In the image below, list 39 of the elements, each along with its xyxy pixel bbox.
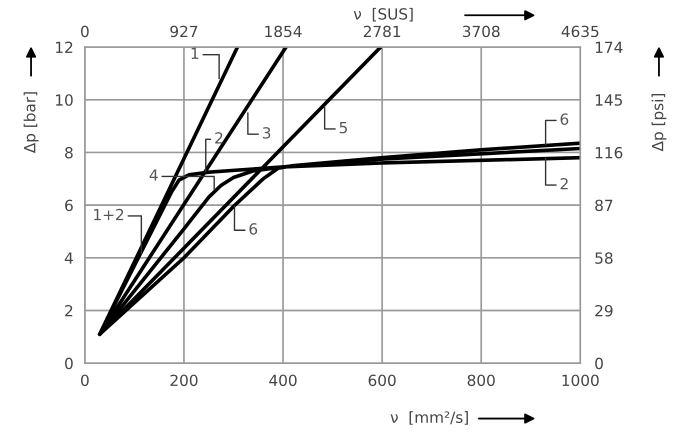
annotation: 1+2 [94,208,124,220]
y2-tick-label: 0 [595,358,603,370]
x-tick-label: 0 [81,374,89,386]
annotation: 3 [262,127,270,139]
annotation: 2 [560,178,568,190]
annotation: 6 [560,113,568,125]
x-axis-title: ν [mm²/s] [390,411,468,425]
y-axis-title: Δp [bar] [24,92,38,154]
x2-tick-label: 4635 [562,26,598,38]
annotation: 1 [192,48,198,59]
y2-tick-label: 174 [596,42,622,53]
x2-tick-label: 1854 [265,26,302,38]
y-tick-label: 2 [65,304,72,316]
x2-tick-label: 927 [170,26,198,38]
y2-tick-label: 58 [595,252,613,264]
y2-axis-title: Δp [psi] [652,94,666,152]
x2-tick-label: 0 [81,26,89,38]
x-tick-label: 600 [368,374,396,386]
y2-tick-label: 87 [595,200,612,212]
x-tick-label: 1000 [562,374,599,386]
annotation: 6 [249,223,258,235]
x-tick-label: 800 [468,374,495,386]
y2-tick-label: 145 [596,94,622,106]
x2-axis-title: ν [SUS] [354,8,413,22]
x-tick-label: 200 [170,374,198,386]
y-tick-label: 4 [64,252,73,264]
x2-tick-label: 3708 [462,26,500,38]
y2-tick-label: 29 [595,304,613,317]
annotation: 5 [340,122,347,134]
y-tick-label: 10 [56,94,73,106]
annotation: 4 [150,169,158,181]
annotation: 2 [215,132,222,144]
y-tick-label: 6 [65,200,73,212]
y-tick-label: 12 [56,42,72,53]
y-tick-label: 0 [65,358,73,370]
y-tick-label: 8 [65,146,73,158]
x2-tick-label: 2781 [364,26,400,38]
y2-tick-label: 116 [596,146,622,158]
x-tick-label: 400 [269,374,297,386]
